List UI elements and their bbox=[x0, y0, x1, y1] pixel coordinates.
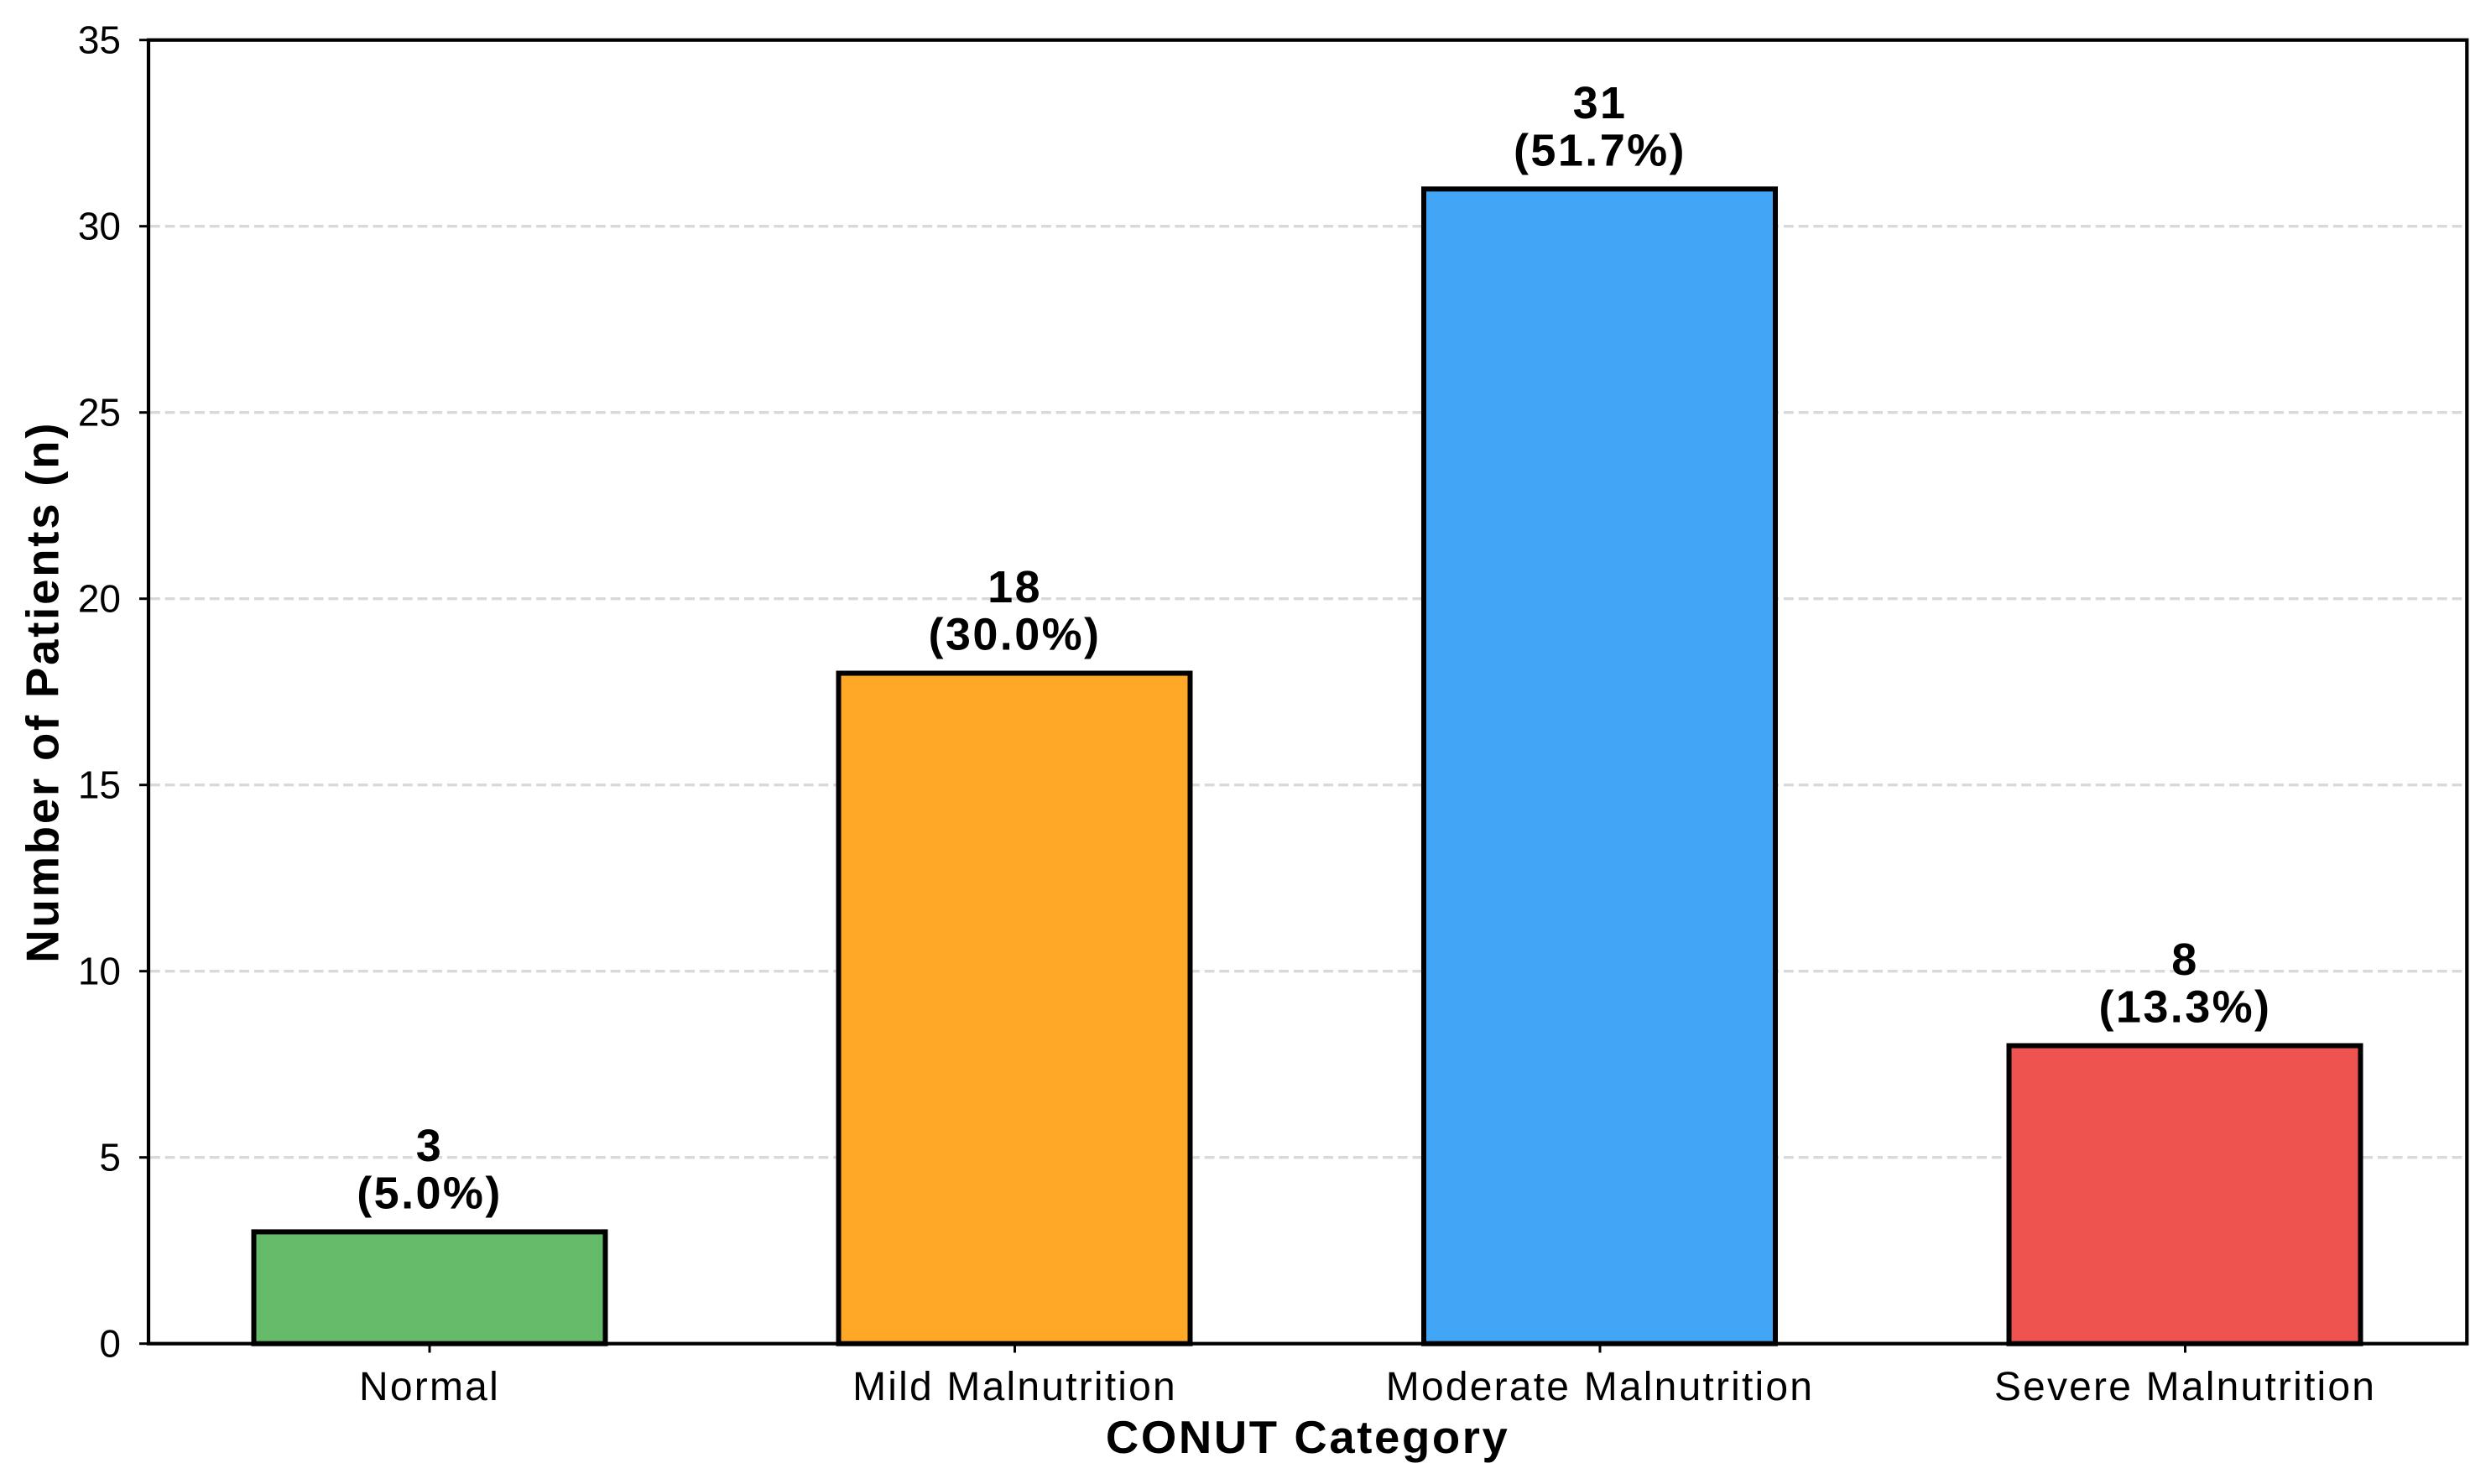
svg-text:(30.0%): (30.0%) bbox=[929, 610, 1102, 660]
svg-text:CONUT Category: CONUT Category bbox=[1106, 1412, 1510, 1463]
svg-text:35: 35 bbox=[78, 18, 121, 62]
svg-text:18: 18 bbox=[988, 562, 1042, 612]
svg-text:20: 20 bbox=[78, 577, 121, 621]
svg-text:15: 15 bbox=[78, 763, 121, 806]
svg-text:Moderate Malnutrition: Moderate Malnutrition bbox=[1386, 1365, 1814, 1409]
svg-text:5: 5 bbox=[99, 1135, 121, 1179]
svg-text:8: 8 bbox=[2171, 935, 2198, 985]
svg-text:Normal: Normal bbox=[359, 1365, 500, 1409]
svg-text:Severe Malnutrition: Severe Malnutrition bbox=[1994, 1365, 2376, 1409]
svg-text:30: 30 bbox=[78, 205, 121, 248]
svg-text:(13.3%): (13.3%) bbox=[2099, 982, 2272, 1033]
svg-text:(5.0%): (5.0%) bbox=[357, 1169, 502, 1219]
svg-text:31: 31 bbox=[1573, 78, 1628, 128]
svg-text:10: 10 bbox=[78, 949, 121, 992]
svg-text:25: 25 bbox=[78, 391, 121, 435]
svg-text:3: 3 bbox=[416, 1121, 443, 1171]
svg-text:0: 0 bbox=[99, 1321, 121, 1365]
svg-text:Mild Malnutrition: Mild Malnutrition bbox=[852, 1365, 1177, 1409]
svg-text:(51.7%): (51.7%) bbox=[1514, 125, 1686, 175]
svg-text:Number of Patients (n): Number of Patients (n) bbox=[18, 421, 69, 963]
